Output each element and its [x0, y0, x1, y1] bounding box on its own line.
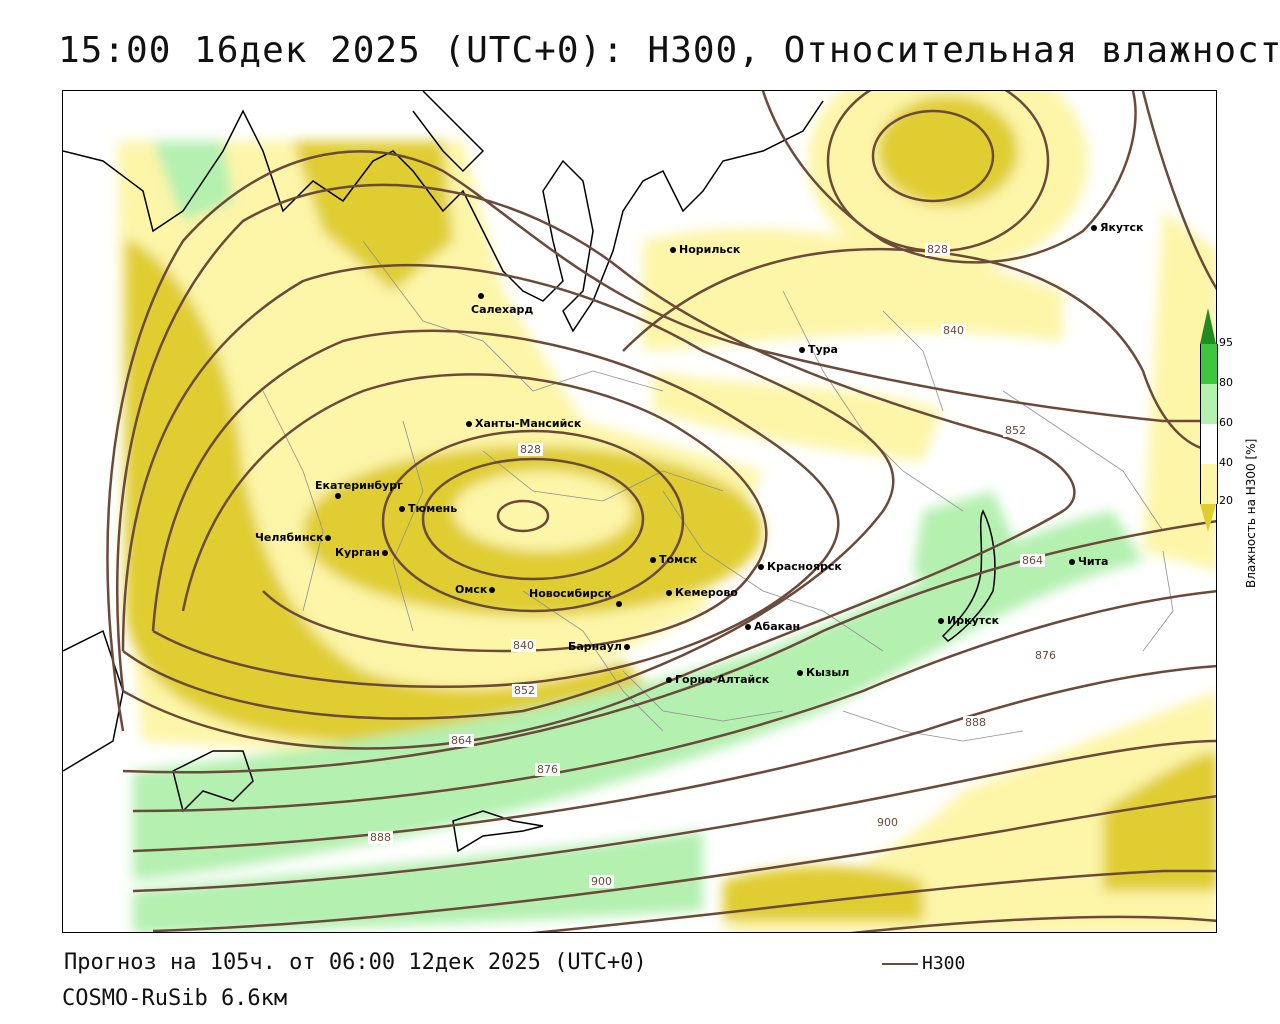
- city-kemerovo[interactable]: Кемерово: [666, 586, 738, 599]
- legend-axis-label: Влажность на H300 [%]: [1244, 438, 1258, 588]
- contour-label: 876: [535, 763, 560, 776]
- city-khanty-mansiysk[interactable]: Ханты-Мансийск: [466, 417, 581, 430]
- city-barnaul[interactable]: Барнаул: [568, 640, 633, 653]
- city-dot: [381, 550, 388, 556]
- contour-label: 900: [589, 875, 614, 888]
- contour-label: 888: [963, 716, 988, 729]
- legend-swatch-60: [1200, 424, 1218, 464]
- city-omsk[interactable]: Омск: [455, 583, 498, 596]
- city-kurgan[interactable]: Курган: [335, 546, 391, 559]
- city-dot: [666, 590, 672, 596]
- city-tyumen[interactable]: Тюмень: [399, 502, 457, 515]
- contour-label: 864: [1020, 554, 1045, 567]
- contour-label: 864: [449, 734, 474, 747]
- legend-swatch-20: [1200, 504, 1216, 532]
- contour-label: 840: [941, 324, 966, 337]
- contour-label: 876: [1033, 649, 1058, 662]
- city-dot: [666, 677, 672, 683]
- humidity-legend: 95 80 60 40 20 Влажность на H300 [%]: [1200, 300, 1280, 600]
- contour-label: 840: [511, 639, 536, 652]
- city-tura[interactable]: Тура: [799, 343, 838, 356]
- legend-tick: 95: [1219, 336, 1233, 349]
- city-chelyabinsk[interactable]: Челябинск: [255, 531, 334, 544]
- city-dot: [1069, 559, 1075, 565]
- city-kyzyl[interactable]: Кызыл: [797, 666, 849, 679]
- contour-label: 900: [875, 816, 900, 829]
- legend-tick: 80: [1219, 376, 1233, 389]
- contour-label: 852: [512, 684, 537, 697]
- forecast-info: Прогноз на 105ч. от 06:00 12дек 2025 (UT…: [64, 950, 647, 975]
- city-salekhard[interactable]: [478, 289, 487, 302]
- city-abakan[interactable]: Абакан: [745, 620, 800, 633]
- h300-line-swatch: [882, 963, 918, 965]
- city-dot: [797, 670, 803, 676]
- city-dot: [758, 564, 764, 570]
- city-dot: [938, 618, 944, 624]
- city-tomsk[interactable]: Томск: [650, 553, 697, 566]
- city-dot: [615, 601, 622, 607]
- legend-tick: 20: [1219, 494, 1233, 507]
- city-yakutsk[interactable]: Якутск: [1091, 221, 1143, 234]
- city-dot: [478, 293, 484, 299]
- coastlines: [63, 91, 996, 853]
- h300-contours: [106, 91, 1216, 932]
- city-dot: [670, 247, 676, 253]
- contour-label: 828: [925, 243, 950, 256]
- city-ekaterinburg[interactable]: Екатеринбург: [315, 479, 403, 499]
- chart-title: 15:00 16дек 2025 (UTC+0): H300, Относите…: [58, 30, 1280, 71]
- model-name: COSMO-RuSib 6.6км: [62, 986, 288, 1011]
- h300-line-legend: H300: [882, 953, 965, 974]
- legend-swatch-40: [1200, 464, 1218, 504]
- legend-swatch-95: [1200, 344, 1218, 384]
- city-dot: [399, 506, 405, 512]
- city-chita[interactable]: Чита: [1069, 555, 1108, 568]
- city-dot: [325, 535, 332, 541]
- city-norilsk[interactable]: Норильск: [670, 243, 740, 256]
- legend-swatch-100: [1200, 308, 1216, 344]
- city-salekhard-label: Салехард: [471, 303, 534, 316]
- contour-label: 852: [1003, 424, 1028, 437]
- legend-tick: 40: [1219, 456, 1233, 469]
- contour-label: 888: [368, 831, 393, 844]
- city-dot: [650, 557, 656, 563]
- city-novosibirsk[interactable]: Новосибирск: [529, 587, 625, 607]
- city-dot: [799, 347, 805, 353]
- map-canvas: [63, 91, 1216, 932]
- city-dot: [489, 587, 496, 593]
- city-dot: [745, 624, 751, 630]
- city-dot: [335, 493, 341, 499]
- city-irkutsk[interactable]: Иркутск: [938, 614, 999, 627]
- legend-tick: 60: [1219, 416, 1233, 429]
- city-gorno-altaysk[interactable]: Горно-Алтайск: [666, 673, 769, 686]
- city-dot: [1091, 225, 1097, 231]
- contour-label: 828: [518, 443, 543, 456]
- legend-swatch-80: [1200, 384, 1218, 424]
- city-dot: [623, 644, 630, 650]
- city-krasnoyarsk[interactable]: Красноярск: [758, 560, 842, 573]
- forecast-map[interactable]: 828 828 840 840 852 852 864 864 876 876 …: [62, 90, 1217, 933]
- city-dot: [466, 421, 472, 427]
